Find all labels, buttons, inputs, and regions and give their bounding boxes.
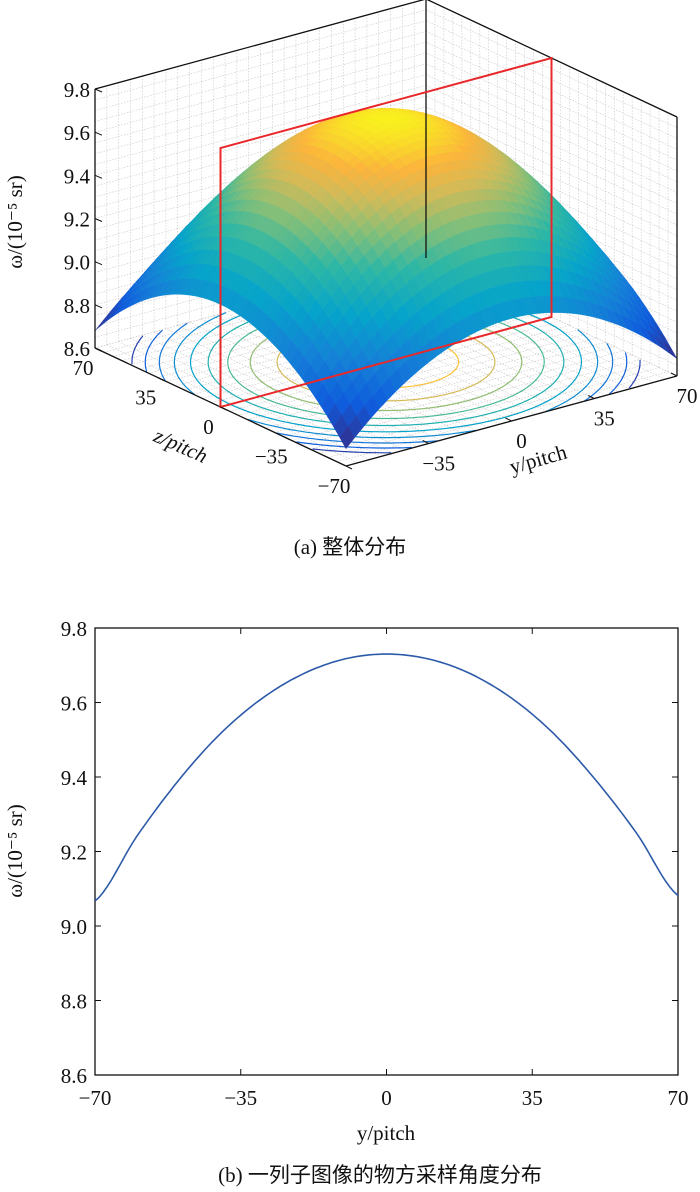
y-axis-label-3d: z/pitch: [149, 423, 211, 468]
z-tick-label: 70: [73, 356, 94, 380]
surface-plot: 9.89.69.49.29.08.88.670350−35−70−3503570…: [3, 0, 698, 559]
grid-line: [94, 63, 427, 155]
tick-mark: [220, 406, 227, 411]
plot-frame: [94, 627, 679, 1076]
y-tick-label: 9.4: [61, 766, 88, 790]
w-tick-label: 8.6: [64, 337, 90, 361]
z-tick-label: 35: [135, 386, 156, 410]
tick-mark: [283, 436, 290, 440]
w-tick-label: 8.8: [64, 294, 90, 318]
x-tick-label: −35: [224, 1086, 257, 1110]
surface-patch: [339, 426, 355, 450]
w-tick-label: 9.8: [64, 78, 90, 102]
caption-a: (a) 整体分布: [294, 535, 407, 559]
y-tick-label: 8.6: [61, 1064, 87, 1088]
y-tick-label: 9.2: [61, 841, 87, 865]
x-tick-label: 0: [381, 1086, 392, 1110]
highlight-rectangle: [219, 56, 553, 409]
highlight-plane: [219, 56, 553, 409]
grid-line: [94, 41, 427, 133]
y-tick-label: 9.6: [61, 692, 87, 716]
grid-line: [94, 85, 427, 176]
y-tick-label: 8.8: [61, 990, 87, 1014]
z-tick-label: −35: [255, 445, 288, 469]
grid-line: [94, 31, 427, 122]
y-tick-label: 9.0: [61, 915, 87, 939]
y-tick-label: 0: [516, 429, 527, 453]
tick-mark: [422, 440, 429, 444]
x-axis-label-2d: y/pitch: [357, 1121, 416, 1145]
tick-mark: [94, 304, 103, 309]
y-tick-label: 35: [594, 407, 615, 431]
tick-mark: [94, 131, 103, 136]
grid-line: [319, 363, 651, 454]
tick-mark: [345, 465, 353, 470]
w-tick-label: 9.2: [64, 208, 90, 232]
tick-mark: [157, 377, 164, 381]
w-tick-label: 9.0: [64, 251, 90, 275]
z-tick-label: 0: [203, 415, 214, 439]
tick-mark: [94, 88, 103, 93]
x-tick-label: −70: [79, 1086, 112, 1110]
axis-line: [94, 0, 425, 90]
w-tick-label: 9.6: [64, 121, 90, 145]
z-axis-label: ω/(10⁻⁵ sr): [3, 175, 27, 268]
y-axis-label-2d: ω/(10⁻⁵ sr): [3, 804, 27, 897]
w-tick-label: 9.4: [64, 164, 91, 188]
surface-patch: [94, 314, 110, 331]
tick-mark: [588, 395, 595, 399]
grid-line: [94, 20, 427, 111]
surface-patch: [101, 308, 116, 326]
line-plot: 9.8 9.6 9.4 9.2 9.0 8.8 8.6−70 −35 0 35 70 ω/(10⁻⁵…: [3, 617, 689, 1187]
tick-mark: [94, 218, 103, 222]
surface-mesh: [94, 108, 678, 450]
tick-mark: [505, 417, 512, 422]
x-tick-label: 35: [522, 1086, 543, 1110]
series-line: [94, 653, 679, 902]
tick-marks: 9.8 9.6 9.4 9.2 9.0 8.8 8.6−70 −35 0 35 70: [61, 617, 689, 1110]
y-tick-label: 70: [677, 384, 698, 408]
y-tick-label: −35: [422, 452, 455, 476]
tick-mark: [94, 261, 103, 266]
x-tick-label: 70: [668, 1086, 689, 1110]
tick-mark: [670, 372, 678, 377]
z-tick-label: −70: [318, 474, 351, 498]
grid-line: [94, 74, 427, 165]
grid-line: [94, 52, 427, 144]
y-tick-label: 9.8: [61, 617, 87, 641]
grid-line: [94, 9, 427, 101]
caption-b: (b) 一列子图像的物方采样角度分布: [218, 1163, 542, 1187]
tick-mark: [94, 347, 102, 352]
tick-mark: [94, 174, 103, 179]
